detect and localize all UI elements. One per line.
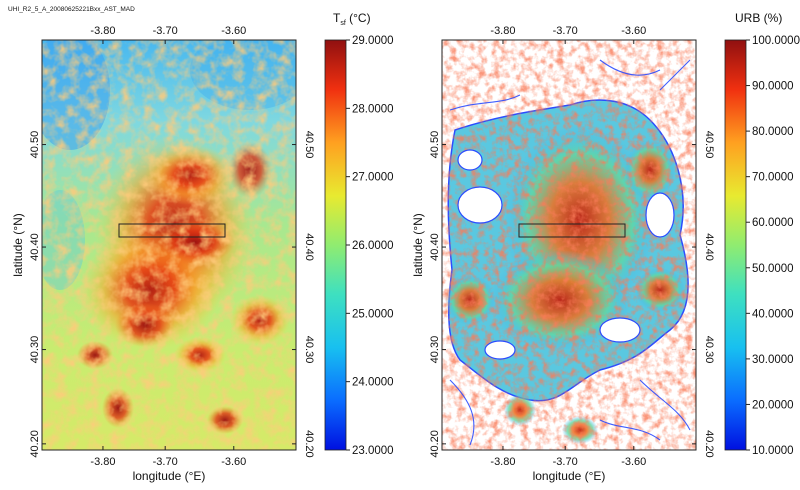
colorbar-title-main: T xyxy=(333,11,341,25)
y-tick-right: 40.40 xyxy=(303,233,315,261)
colorbar-tick-label: 29.0000 xyxy=(352,35,394,47)
x-tick-bottom: -3.60 xyxy=(221,456,246,468)
y-tick-right: 40.30 xyxy=(303,336,315,364)
colorbar-tick-label: 80.0000 xyxy=(752,126,794,138)
x-tick-top: -3.60 xyxy=(221,25,246,37)
x-tick-top: -3.60 xyxy=(621,25,646,37)
y-tick-right: 40.40 xyxy=(703,233,715,261)
colorbar-tick-label: 30.0000 xyxy=(752,354,794,366)
x-axis-label: longitude (°E) xyxy=(533,469,606,483)
y-tick-right: 40.50 xyxy=(703,131,715,159)
colorbar-tick-label: 27.0000 xyxy=(352,172,394,184)
y-tick-left: 40.40 xyxy=(429,233,441,261)
y-tick-left: 40.30 xyxy=(429,336,441,364)
colorbar-title-subscript: sf xyxy=(340,20,346,27)
colorbar-tick-label: 24.0000 xyxy=(352,377,394,389)
map-frame-right xyxy=(441,39,697,451)
x-tick-top: -3.80 xyxy=(490,25,515,37)
temperature-map xyxy=(42,40,296,450)
y-axis-label: latitude (°N) xyxy=(11,213,25,277)
urban-fraction-map xyxy=(442,40,696,450)
y-tick-left: 40.30 xyxy=(29,336,41,364)
x-tick-top: -3.80 xyxy=(90,25,115,37)
y-tick-left: 40.40 xyxy=(29,233,41,261)
y-tick-left: 40.20 xyxy=(29,430,41,458)
colorbar-tick-label: 23.0000 xyxy=(352,445,394,457)
x-tick-bottom: -3.80 xyxy=(490,456,515,468)
colorbar-title-main: URB (%) xyxy=(735,11,782,25)
colorbar-tick-label: 40.0000 xyxy=(752,308,794,320)
x-tick-top: -3.70 xyxy=(153,25,178,37)
colorbar-tick-label: 26.0000 xyxy=(352,240,394,252)
y-tick-right: 40.20 xyxy=(703,430,715,458)
x-tick-bottom: -3.70 xyxy=(553,456,578,468)
colorbar-tick-label: 20.0000 xyxy=(752,399,794,411)
colorbar-tick-label: 100.0000 xyxy=(752,35,800,47)
x-tick-bottom: -3.70 xyxy=(153,456,178,468)
y-tick-right: 40.20 xyxy=(303,430,315,458)
colorbar-tick-label: 28.0000 xyxy=(352,103,394,115)
x-tick-bottom: -3.60 xyxy=(621,456,646,468)
colorbar-temperature xyxy=(324,39,347,451)
colorbar-tick-label: 60.0000 xyxy=(752,217,794,229)
y-tick-left: 40.20 xyxy=(429,430,441,458)
x-tick-bottom: -3.80 xyxy=(90,456,115,468)
x-tick-top: -3.70 xyxy=(553,25,578,37)
colorbar-title-unit: (°C) xyxy=(346,11,371,25)
y-tick-left: 40.50 xyxy=(29,131,41,159)
colorbar-tick-label: 70.0000 xyxy=(752,172,794,184)
y-axis-label: latitude (°N) xyxy=(411,213,425,277)
x-axis-label: longitude (°E) xyxy=(133,469,206,483)
colorbar-title: URB (%) xyxy=(735,11,782,25)
colorbar-tick-label: 50.0000 xyxy=(752,263,794,275)
colorbar-title: Tsf (°C) xyxy=(333,11,371,27)
y-tick-right: 40.30 xyxy=(703,336,715,364)
colorbar-urb xyxy=(724,39,747,451)
colorbar-tick-label: 10.0000 xyxy=(752,445,794,457)
y-tick-right: 40.50 xyxy=(303,131,315,159)
y-tick-left: 40.50 xyxy=(429,131,441,159)
colorbar-tick-label: 25.0000 xyxy=(352,308,394,320)
colorbar-tick-label: 90.0000 xyxy=(752,81,794,93)
file-label: UHI_R2_5_A_20080625221Bxx_AST_MAD xyxy=(8,6,135,13)
map-frame-left xyxy=(41,39,297,451)
